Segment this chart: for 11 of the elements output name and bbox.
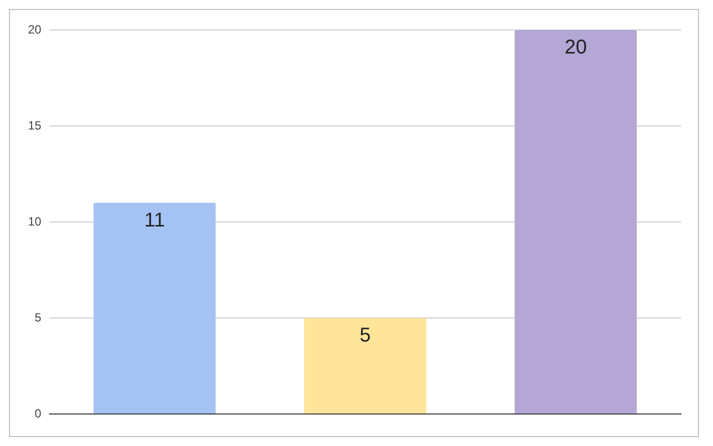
data-label: 11 — [144, 209, 166, 232]
y-tick-label: 5 — [34, 310, 42, 324]
y-tick-label: 15 — [28, 118, 42, 132]
bar — [304, 318, 426, 414]
bar — [94, 202, 216, 414]
y-tick-label: 0 — [34, 406, 42, 420]
bar — [514, 30, 637, 414]
data-label: 20 — [564, 36, 587, 59]
y-tick-label: 10 — [28, 214, 42, 228]
data-label: 5 — [360, 324, 371, 347]
y-tick-label: 20 — [28, 22, 42, 36]
